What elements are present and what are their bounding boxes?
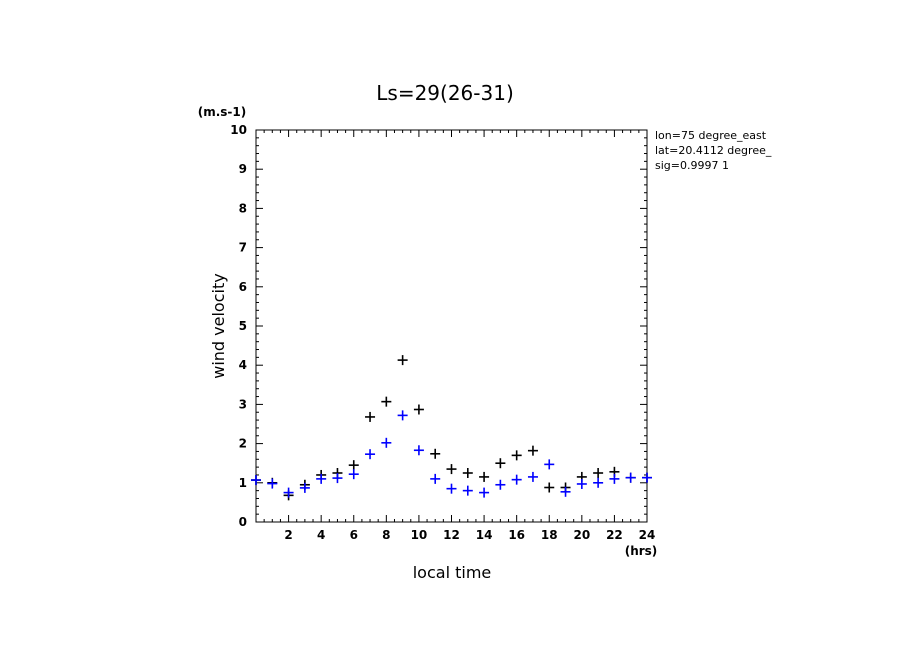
data-point [283,487,294,498]
data-point [593,468,604,478]
y-tick-label: 8 [239,201,247,215]
data-point [348,460,359,471]
data-point [316,473,327,484]
x-unit-label: (hrs) [625,544,658,558]
data-point [625,472,636,483]
data-point [365,449,376,460]
y-tick-label: 6 [239,280,247,294]
data-point [527,445,538,456]
data-point [413,445,424,456]
data-point [365,411,376,422]
data-point [479,487,490,498]
data-point [446,464,457,475]
x-axis-label: local time [413,563,492,582]
x-tick-label: 4 [317,528,325,542]
chart-title: Ls=29(26-31) [376,81,514,105]
data-point [413,404,424,415]
data-point [544,459,555,470]
data-point [462,485,473,496]
y-axis-label: wind velocity [209,273,228,378]
data-point [446,483,457,494]
data-point [609,473,620,484]
data-point [479,471,490,482]
plot-frame [255,129,648,523]
data-point [511,474,522,485]
data-point [381,396,392,407]
data-point [332,473,343,484]
data-point [348,469,359,480]
data-point [495,479,506,490]
data-point [593,477,604,488]
data-point [381,437,392,448]
y-tick-label: 0 [239,515,247,529]
data-point [251,475,261,486]
y-tick-label: 7 [239,241,247,255]
data-point [462,468,473,478]
data-point [544,482,555,493]
y-unit-label: (m.s-1) [198,105,247,119]
y-tick-label: 3 [239,397,247,411]
data-point [560,486,571,497]
y-tick-label: 10 [230,123,247,137]
data-point [527,471,538,482]
data-point [299,482,310,493]
x-tick-label: 16 [508,528,525,542]
y-tick-label: 5 [239,319,247,333]
axis-ticks [255,129,648,523]
x-tick-label: 6 [350,528,358,542]
data-point [397,355,408,366]
data-point [495,458,506,469]
x-tick-label: 24 [639,528,656,542]
data-point [511,450,522,461]
data-point [267,478,278,489]
x-tick-label: 18 [541,528,558,542]
x-tick-label: 14 [476,528,493,542]
data-point [430,448,441,459]
x-tick-label: 2 [284,528,292,542]
data-point [576,478,587,489]
annotation-lat: lat=20.4112 degree_ [655,144,772,157]
data-point [642,472,652,483]
y-tick-label: 4 [239,358,247,372]
x-tick-label: 22 [606,528,623,542]
x-tick-label: 20 [573,528,590,542]
data-point [397,410,408,421]
data-point [430,473,441,484]
annotation-lon: lon=75 degree_east [655,129,767,142]
y-tick-label: 9 [239,162,247,176]
annotation-sig: sig=0.9997 1 [655,159,729,172]
y-tick-label: 1 [239,476,247,490]
y-tick-label: 2 [239,437,247,451]
data-marks [251,355,652,501]
x-tick-label: 10 [411,528,428,542]
x-tick-label: 8 [382,528,390,542]
x-tick-label: 12 [443,528,460,542]
